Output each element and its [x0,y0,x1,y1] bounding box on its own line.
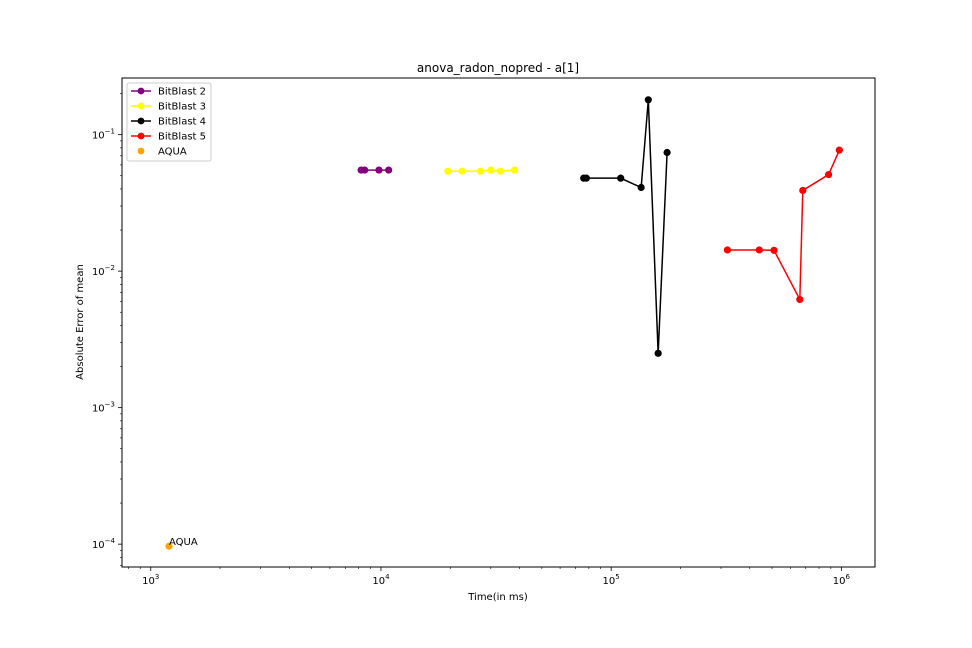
data-point-1-3 [487,166,495,174]
x-axis: 103 104 105 106 [128,567,850,587]
data-point-2-2 [617,174,625,182]
y-tick-label: 10−4 [92,537,116,551]
y-axis-label: Absolute Error of mean [75,264,86,380]
data-point-1-0 [444,167,452,175]
legend-item-1: BitBlast 3 [131,102,206,113]
y-tick-label: 10−2 [92,264,115,278]
data-point-4-0 [165,542,173,550]
data-point-3-0 [723,246,732,254]
legend-label: BitBlast 5 [158,132,206,143]
legend-item-2: BitBlast 4 [131,117,206,128]
x-tick-label: 103 [142,573,159,587]
series-2 [580,96,671,357]
x-tick-label: 104 [372,573,390,587]
y-tick-label: 10−1 [92,128,115,142]
plot-frame [121,77,876,568]
data-point-0-3 [385,166,393,174]
data-point-3-5 [824,170,833,179]
data-point-2-5 [654,349,662,357]
data-point-2-1 [582,174,590,182]
legend-label: AQUA [158,147,187,158]
series-1 [444,166,519,175]
annotations: AQUA [169,537,198,548]
legend-item-3: BitBlast 5 [131,132,206,143]
legend-swatch-marker [137,87,145,95]
x-axis-label: Time(in ms) [467,592,528,603]
legend: BitBlast 2 BitBlast 3 BitBlast 4 BitBlast 5… [126,82,212,162]
legend-swatch-marker [137,117,145,125]
legend-swatch-marker [137,147,145,155]
plot-series [165,96,843,550]
data-point-2-6 [663,148,671,157]
chart-title: anova_radon_nopred - a[1] [417,61,579,75]
data-point-3-4 [799,186,807,195]
series-0 [357,166,393,174]
legend-swatch-marker [137,102,145,110]
data-point-0-1 [361,166,369,174]
series-4 [165,542,173,550]
legend-item-4: AQUA [137,147,187,158]
legend-label: BitBlast 3 [158,102,206,113]
data-point-0-2 [375,166,383,174]
x-tick-label: 105 [603,573,620,587]
data-point-2-4 [644,96,652,104]
series-3 [723,146,843,304]
y-axis: 10−4 10−3 10−2 10−1 [92,93,122,566]
data-point-1-4 [496,167,504,175]
x-tick-label: 106 [833,573,851,587]
data-point-3-6 [835,146,843,154]
y-tick-label: 10−3 [92,401,115,415]
data-point-3-2 [770,246,778,254]
legend-swatch-marker [137,132,145,140]
data-point-3-3 [796,295,804,304]
annotation-label: AQUA [169,537,198,548]
data-point-1-1 [458,167,466,175]
data-point-3-1 [755,246,763,254]
legend-label: BitBlast 2 [158,87,206,98]
data-point-2-3 [637,183,645,192]
data-point-1-2 [476,167,484,175]
data-point-1-5 [510,166,519,174]
legend-label: BitBlast 4 [158,117,206,128]
legend-box [126,82,212,162]
legend-item-0: BitBlast 2 [131,87,206,98]
